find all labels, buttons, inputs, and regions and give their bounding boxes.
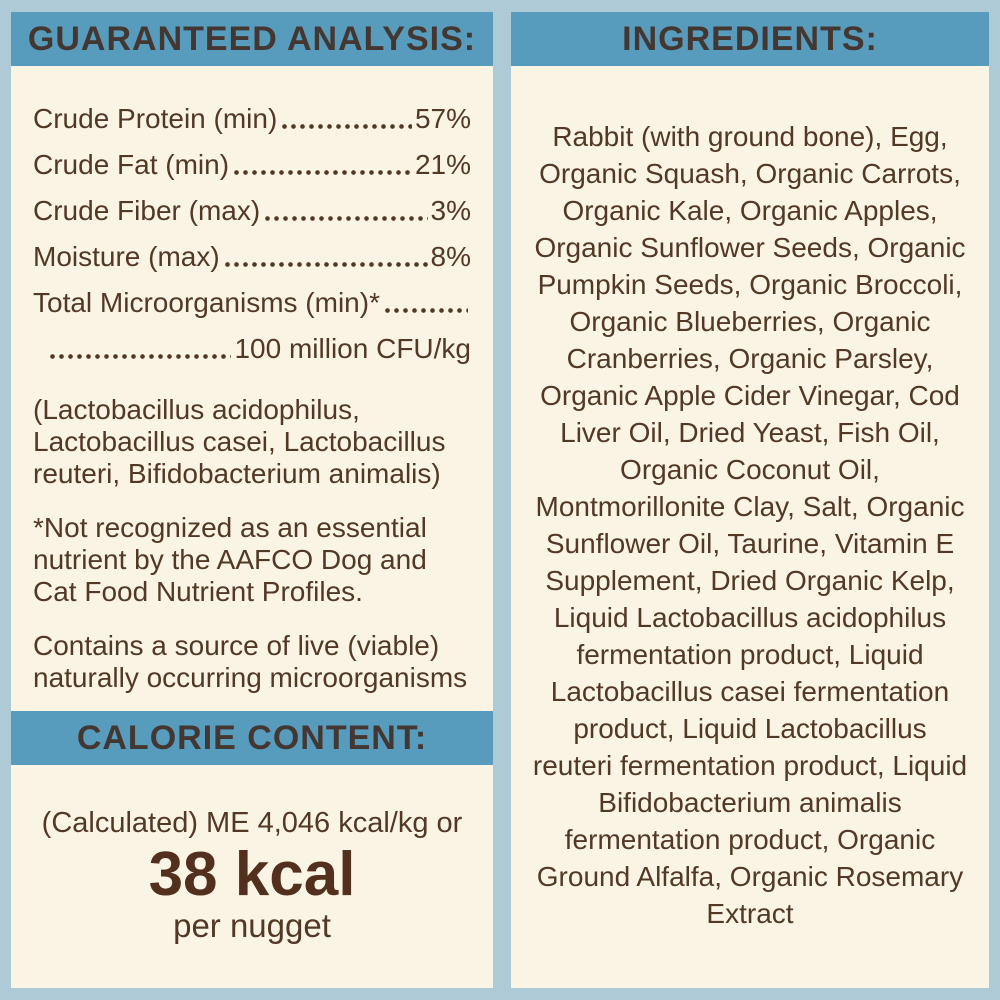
left-column: GUARANTEED ANALYSIS: Crude Protein (min)…: [11, 12, 493, 988]
analysis-label: Crude Protein (min): [33, 103, 278, 134]
calorie-calculation-line: (Calculated) ME 4,046 kcal/kg or: [41, 807, 463, 839]
analysis-row-crude-protein: Crude Protein (min) 57%: [33, 104, 471, 134]
dot-leader: [263, 216, 428, 221]
ingredients-panel: Rabbit (with ground bone), Egg, Organic …: [511, 66, 989, 988]
analysis-row-total-microorganisms: Total Microorganisms (min)*: [33, 288, 471, 318]
dot-leader: [232, 170, 412, 175]
analysis-value: 100 million CFU/kg: [234, 333, 471, 364]
analysis-value: 3%: [430, 195, 471, 226]
calorie-content-panel: (Calculated) ME 4,046 kcal/kg or 38 kcal…: [11, 765, 493, 988]
calorie-content-header: CALORIE CONTENT:: [11, 711, 493, 765]
aafco-footnote: *Not recognized as an essential nutrient…: [33, 512, 427, 607]
ingredients-text: Rabbit (with ground bone), Egg, Organic …: [532, 121, 968, 929]
analysis-row-cfu-value: 100 million CFU/kg: [33, 334, 471, 364]
analysis-value: 21%: [414, 149, 471, 180]
live-microorganisms-note: Contains a source of live (viable) natur…: [33, 630, 468, 693]
analysis-label: Crude Fiber (max): [33, 195, 261, 226]
analysis-row-moisture: Moisture (max) 8%: [33, 242, 471, 272]
dot-leader: [48, 354, 232, 359]
analysis-label: Crude Fat (min): [33, 149, 230, 180]
analysis-row-crude-fat: Crude Fat (min) 21%: [33, 150, 471, 180]
calorie-content-title: CALORIE CONTENT:: [76, 718, 428, 757]
dot-leader: [222, 262, 428, 267]
analysis-row-crude-fiber: Crude Fiber (max) 3%: [33, 196, 471, 226]
ingredients-title: INGREDIENTS:: [622, 19, 878, 58]
analysis-value: 8%: [430, 241, 471, 272]
microorganisms-list: (Lactobacillus acidophilus, Lactobacillu…: [33, 394, 446, 489]
right-column: INGREDIENTS: Rabbit (with ground bone), …: [511, 12, 989, 988]
guaranteed-analysis-header: GUARANTEED ANALYSIS:: [11, 12, 493, 66]
dot-leader: [280, 124, 412, 129]
guaranteed-analysis-title: GUARANTEED ANALYSIS:: [27, 19, 477, 58]
analysis-label: Moisture (max): [33, 241, 220, 272]
dot-leader: [382, 308, 468, 313]
analysis-value: 57%: [414, 103, 471, 134]
calorie-unit: per nugget: [173, 907, 331, 944]
ingredients-header: INGREDIENTS:: [511, 12, 989, 66]
analysis-label: Total Microorganisms (min)*: [33, 287, 380, 318]
guaranteed-analysis-panel: Crude Protein (min) 57% Crude Fat (min) …: [11, 66, 493, 711]
calorie-value: 38 kcal: [148, 840, 356, 909]
